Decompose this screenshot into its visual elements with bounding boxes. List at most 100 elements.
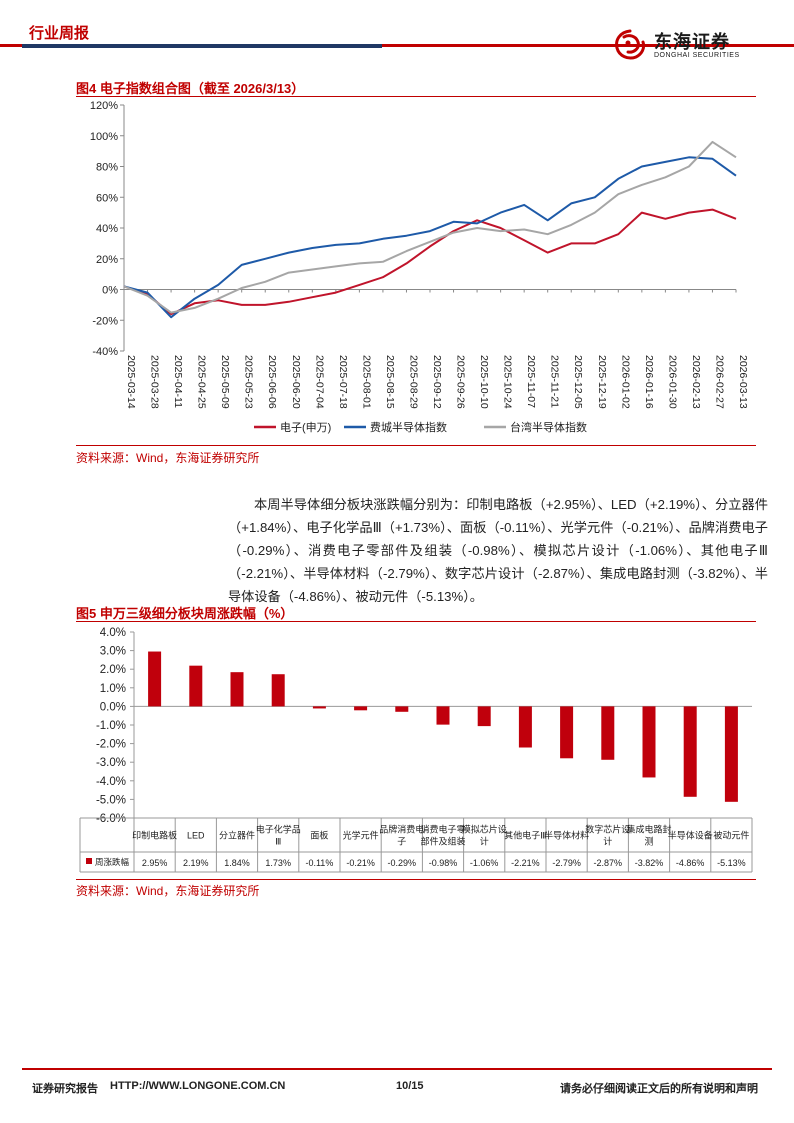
- y-tick-label: 120%: [90, 100, 118, 112]
- bar: [230, 672, 244, 707]
- header-divider: [0, 44, 794, 47]
- figure4-bottom-rule: [76, 445, 756, 446]
- category-label: 集成电路封: [626, 824, 671, 835]
- category-label: 半导体材料: [544, 830, 589, 841]
- y-tick-label: -2.0%: [96, 739, 126, 751]
- bar: [148, 651, 162, 707]
- x-tick-label: 2025-03-14: [125, 355, 137, 409]
- x-tick-label: 2026-01-30: [666, 355, 678, 409]
- electronics-index-line-chart: -40% -20% 0% 20% 40% 60% 80% 100% 120% 2025-03-14…: [90, 100, 749, 434]
- x-tick-label: 2026-02-13: [690, 355, 702, 409]
- value-label: -1.06%: [470, 858, 499, 868]
- x-tick-label: 2026-02-27: [713, 355, 725, 409]
- y-tick-label: -1.0%: [96, 720, 126, 732]
- legend-swatch: [86, 858, 92, 864]
- category-label: 品牌消费电: [379, 824, 424, 835]
- value-label: -0.21%: [346, 858, 375, 868]
- value-label: -2.21%: [511, 858, 540, 868]
- dragon-logo-icon: [615, 29, 646, 60]
- category-label: 电子化学品: [256, 824, 301, 835]
- header-divider-accent: [22, 44, 382, 48]
- x-tick-label: 2025-05-09: [219, 355, 231, 409]
- bar: [642, 706, 656, 778]
- legend-label-3: 台湾半导体指数: [510, 420, 587, 434]
- y-tick-label: -40%: [92, 346, 118, 358]
- y-tick-label: 80%: [96, 162, 118, 174]
- bar: [436, 706, 450, 725]
- value-label: -2.87%: [594, 858, 623, 868]
- y-tick-label: -20%: [92, 315, 118, 327]
- category-label: 半导体设备: [668, 830, 713, 841]
- figure5-source: 资料来源：Wind，东海证券研究所: [76, 884, 260, 898]
- x-tick-label: 2025-08-15: [384, 355, 396, 409]
- logo-english-name: DONGHAI SECURITIES: [654, 52, 740, 59]
- y-tick-label: 60%: [96, 192, 118, 204]
- y-tick-label: 20%: [96, 254, 118, 266]
- bar: [560, 706, 574, 759]
- category-label: 数字芯片设: [585, 824, 630, 835]
- x-tick-label: 2025-11-07: [525, 355, 537, 408]
- y-tick-label: 1.0%: [100, 683, 126, 695]
- x-tick-label: 2025-10-24: [502, 355, 514, 409]
- y-tick-label: 40%: [96, 223, 118, 235]
- category-label: 计: [480, 836, 489, 847]
- footer-divider: [22, 1068, 772, 1070]
- category-label: Ⅲ: [275, 837, 281, 847]
- x-tick-label: 2025-05-23: [243, 355, 255, 409]
- x-tick-label: 2025-09-12: [431, 355, 443, 409]
- figure4-source: 资料来源：Wind，东海证券研究所: [76, 451, 260, 465]
- x-tick-label: 2025-07-04: [313, 355, 325, 409]
- section-title: 行业周报: [29, 25, 90, 42]
- legend-label-1: 电子(申万): [280, 421, 331, 434]
- series-line-2: [123, 156, 737, 319]
- figure5-bottom-rule: [76, 879, 756, 880]
- bar: [601, 706, 615, 760]
- value-label: 2.95%: [142, 858, 168, 868]
- legend-label: 周涨跌幅: [95, 857, 130, 867]
- category-label: 其他电子Ⅲ: [504, 830, 546, 841]
- category-label: 模拟芯片设: [462, 824, 507, 835]
- value-label: -0.98%: [429, 858, 458, 868]
- category-label: 消费电子零: [420, 824, 465, 835]
- y-tick-label: 2.0%: [100, 664, 126, 676]
- value-label: -5.13%: [717, 858, 746, 868]
- category-label: LED: [187, 831, 205, 841]
- x-tick-label: 2025-12-05: [572, 355, 584, 409]
- series-line-1: [123, 208, 737, 316]
- value-label: -0.29%: [388, 858, 417, 868]
- bar: [395, 706, 409, 712]
- category-label: 部件及组装: [420, 836, 465, 847]
- figure4-title-rule: [76, 96, 756, 97]
- x-tick-label: 2025-11-21: [549, 355, 561, 408]
- footer-report-type: 证券研究报告: [32, 1083, 98, 1095]
- x-tick-label: 2025-04-25: [196, 355, 208, 409]
- y-tick-label: -6.0%: [96, 813, 126, 825]
- footer-website-link[interactable]: HTTP://WWW.LONGONE.COM.CN: [110, 1080, 286, 1092]
- footer-disclaimer: 请务必仔细阅读正文后的所有说明和声明: [560, 1083, 758, 1095]
- x-tick-label: 2025-06-06: [266, 355, 278, 409]
- value-label: -2.79%: [552, 858, 581, 868]
- x-tick-label: 2025-08-01: [360, 355, 372, 409]
- y-tick-label: -4.0%: [96, 776, 126, 788]
- x-tick-label: 2025-12-19: [596, 355, 608, 409]
- company-logo: 东海证券 DONGHAI SECURITIES: [612, 28, 772, 62]
- bar: [518, 706, 532, 748]
- bar: [189, 665, 203, 707]
- value-label: 2.19%: [183, 858, 209, 868]
- bar: [271, 674, 285, 707]
- category-label: 计: [603, 836, 612, 847]
- figure4-title: 图4 电子指数组合图（截至 2026/3/13）: [76, 81, 305, 96]
- x-tick-label: 2025-08-29: [407, 355, 419, 409]
- bar: [312, 706, 326, 709]
- legend-label-2: 费城半导体指数: [370, 420, 447, 434]
- value-label: 1.73%: [265, 858, 291, 868]
- figure5-title: 图5 申万三级细分板块周涨跌幅（%）: [76, 606, 294, 621]
- bar: [354, 706, 368, 711]
- x-tick-label: 2025-07-18: [337, 355, 349, 409]
- x-tick-label: 2025-03-28: [149, 355, 161, 409]
- value-label: -0.11%: [305, 858, 333, 868]
- x-tick-label: 2025-10-10: [478, 355, 490, 409]
- value-label: -4.86%: [676, 858, 705, 868]
- bar: [724, 706, 738, 802]
- x-tick-label: 2026-03-13: [737, 355, 749, 409]
